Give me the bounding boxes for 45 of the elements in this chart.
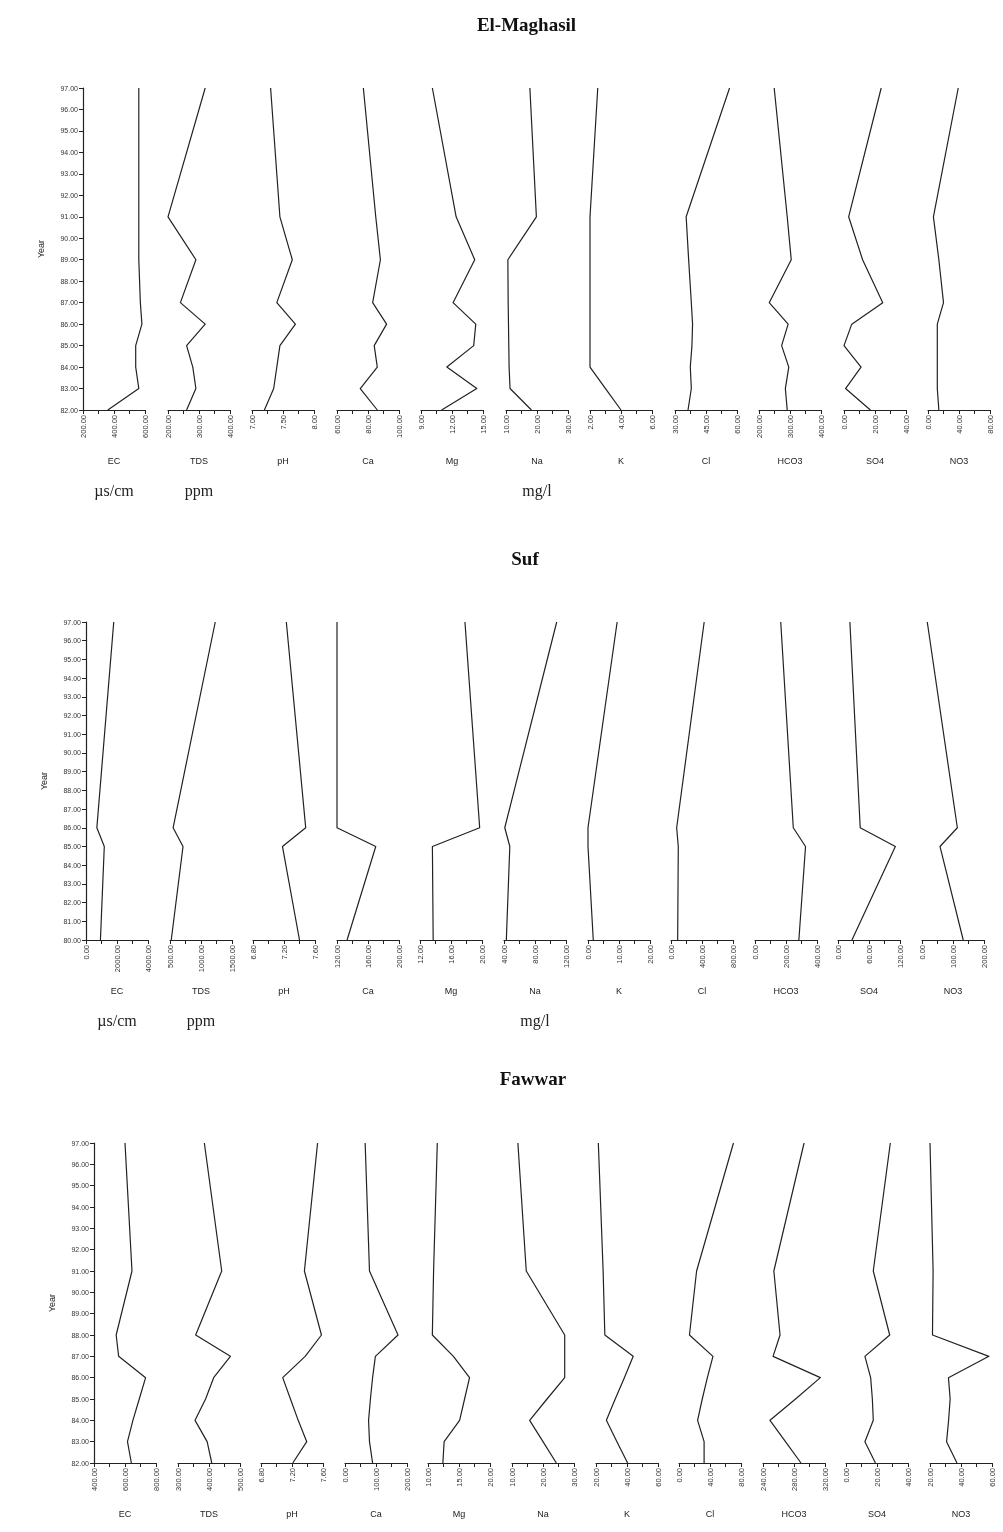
- x-axis-title: TDS: [191, 985, 210, 996]
- y-axis-title: Year: [46, 1293, 57, 1313]
- text: mg/l: [520, 1011, 551, 1030]
- x-axis-title: K: [615, 985, 622, 996]
- chart-title: Fawwar: [498, 1068, 568, 1090]
- text: ppm: [184, 481, 214, 500]
- x-axis-title: SO4: [865, 455, 884, 466]
- x-axis-title: HCO3: [773, 985, 799, 996]
- x-axis-title: Na: [537, 1508, 549, 1519]
- x-axis-title: Mg: [445, 455, 459, 466]
- x-axis-title: K: [617, 455, 625, 466]
- x-axis-title: pH: [278, 985, 290, 996]
- x-axis-title: NO3: [951, 1508, 971, 1519]
- chart-title: Suf: [510, 548, 540, 570]
- x-axis-title: NO3: [943, 985, 963, 996]
- x-axis-title: Mg: [453, 1508, 466, 1519]
- x-axis-title: SO4: [868, 1508, 887, 1519]
- x-axis-title: Na: [530, 455, 543, 466]
- x-axis-title: Ca: [361, 455, 374, 466]
- x-axis-title: Mg: [445, 985, 458, 996]
- text: mg/l: [521, 481, 552, 500]
- x-axis-title: HCO3: [777, 455, 803, 466]
- x-axis-title: Na: [529, 985, 541, 996]
- x-axis-title: EC: [118, 1508, 132, 1519]
- text: ppm: [186, 1011, 216, 1030]
- x-axis-title: TDS: [189, 455, 208, 466]
- x-axis-title: Ca: [370, 1508, 382, 1519]
- x-axis-title: TDS: [199, 1508, 218, 1519]
- y-axis-title: Year: [35, 239, 46, 259]
- chart-title: El-Maghasil: [475, 14, 578, 36]
- y-axis-title: Year: [38, 771, 49, 791]
- x-axis-title: K: [623, 1508, 630, 1519]
- x-axis-title: HCO3: [781, 1508, 807, 1519]
- text: µs/cm: [97, 1011, 138, 1030]
- x-axis-title: NO3: [949, 455, 969, 466]
- x-axis-title: SO4: [860, 985, 879, 996]
- x-axis-title: Ca: [362, 985, 374, 996]
- x-axis-title: Cl: [697, 985, 707, 996]
- x-axis-title: EC: [110, 985, 124, 996]
- text: µs/cm: [94, 481, 135, 500]
- x-axis-title: Cl: [705, 1508, 715, 1519]
- x-axis-title: pH: [277, 455, 289, 466]
- x-axis-title: Cl: [701, 455, 710, 466]
- x-axis-title: pH: [286, 1508, 298, 1519]
- x-axis-title: EC: [107, 455, 121, 466]
